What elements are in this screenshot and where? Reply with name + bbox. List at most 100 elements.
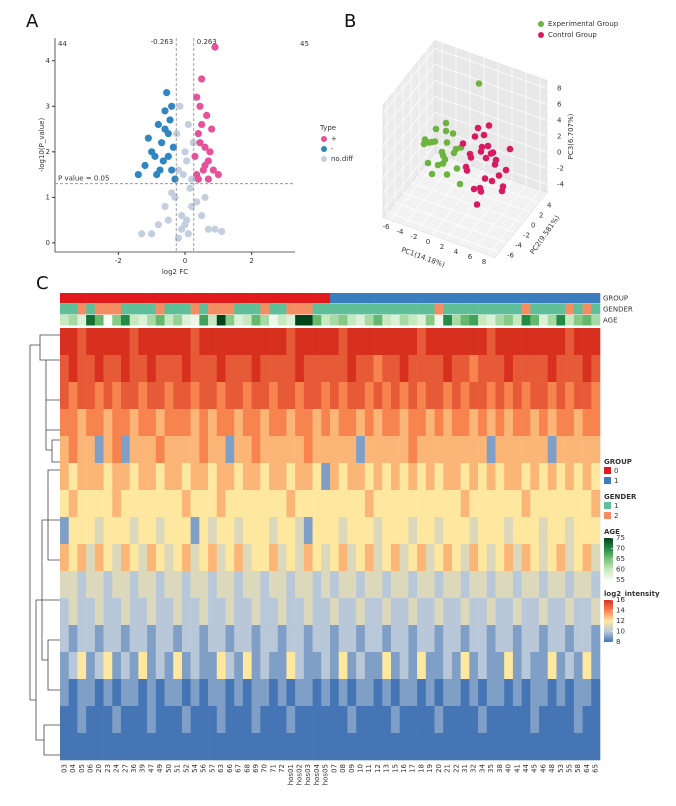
cell: [408, 544, 418, 572]
cell: [373, 733, 383, 761]
cell: [382, 355, 392, 383]
column-label: 31: [461, 764, 469, 773]
cell: [425, 328, 435, 356]
cell: [216, 490, 226, 518]
annotation-cell: [347, 315, 357, 326]
cell: [286, 571, 296, 599]
annotation-cell: [181, 293, 191, 304]
cell: [504, 409, 514, 437]
cell: [147, 382, 157, 410]
cell: [286, 490, 296, 518]
annotation-cell: [373, 293, 383, 304]
annotation-cell: [251, 304, 261, 315]
cell: [129, 355, 139, 383]
cell: [469, 436, 479, 464]
cell: [94, 490, 104, 518]
annotation-cell: [390, 304, 400, 315]
cell: [251, 355, 261, 383]
cell: [530, 517, 540, 545]
cell: [94, 409, 104, 437]
cell: [330, 517, 340, 545]
point: [420, 140, 428, 148]
cell: [286, 382, 296, 410]
cell: [408, 382, 418, 410]
cell: [277, 436, 287, 464]
cell: [573, 625, 583, 653]
cell: [286, 544, 296, 572]
point: [193, 93, 201, 101]
cell: [582, 625, 592, 653]
cell: [417, 544, 427, 572]
cell: [129, 463, 139, 491]
cell: [504, 679, 514, 707]
annotation-cell: [556, 304, 566, 315]
point: [471, 133, 479, 140]
annotation-cell: [295, 293, 305, 304]
cell: [434, 652, 444, 680]
cell: [112, 355, 122, 383]
annotation-cell: [521, 304, 531, 315]
point: [166, 116, 174, 124]
cell: [521, 382, 531, 410]
cell: [277, 706, 287, 734]
cell: [530, 463, 540, 491]
annotation-cell: [164, 293, 174, 304]
cell: [216, 436, 226, 464]
cell: [68, 517, 78, 545]
legend-swatch: [604, 502, 611, 509]
cell: [417, 409, 427, 437]
cell: [173, 571, 183, 599]
cell: [216, 355, 226, 383]
cell: [591, 355, 601, 383]
cell: [164, 598, 174, 626]
cell: [173, 517, 183, 545]
cell: [399, 571, 409, 599]
point: [169, 143, 177, 151]
cell: [321, 409, 331, 437]
cell: [242, 382, 252, 410]
cell: [112, 571, 122, 599]
y-tick-label: -4: [515, 242, 523, 250]
cell: [181, 598, 191, 626]
cell: [373, 517, 383, 545]
cell: [225, 436, 235, 464]
cell: [495, 706, 505, 734]
y-tick-label: -6: [507, 252, 515, 260]
annotation-cell: [225, 293, 235, 304]
cell: [164, 328, 174, 356]
cell: [565, 463, 575, 491]
cell: [591, 706, 601, 734]
cell: [181, 733, 191, 761]
column-label: hos05: [322, 764, 330, 785]
cell: [530, 598, 540, 626]
cell: [373, 571, 383, 599]
cell: [478, 544, 488, 572]
cell: [77, 598, 87, 626]
cell: [190, 517, 200, 545]
cell: [565, 517, 575, 545]
cell: [199, 652, 209, 680]
cell: [216, 328, 226, 356]
cell: [321, 436, 331, 464]
cell: [390, 625, 400, 653]
cell: [112, 544, 122, 572]
cell: [382, 706, 392, 734]
cell: [591, 409, 601, 437]
cell: [330, 463, 340, 491]
cell: [530, 571, 540, 599]
column-label: 72: [278, 764, 286, 773]
cell: [147, 328, 157, 356]
cell: [86, 382, 96, 410]
cell: [408, 490, 418, 518]
point: [178, 225, 186, 233]
cell: [539, 625, 549, 653]
cell: [591, 625, 601, 653]
point: [161, 125, 169, 133]
cell: [469, 328, 479, 356]
cell: [216, 382, 226, 410]
annotation-cell: [190, 304, 200, 315]
cell: [451, 382, 461, 410]
cell: [347, 571, 357, 599]
cell: [225, 328, 235, 356]
cell: [60, 517, 70, 545]
